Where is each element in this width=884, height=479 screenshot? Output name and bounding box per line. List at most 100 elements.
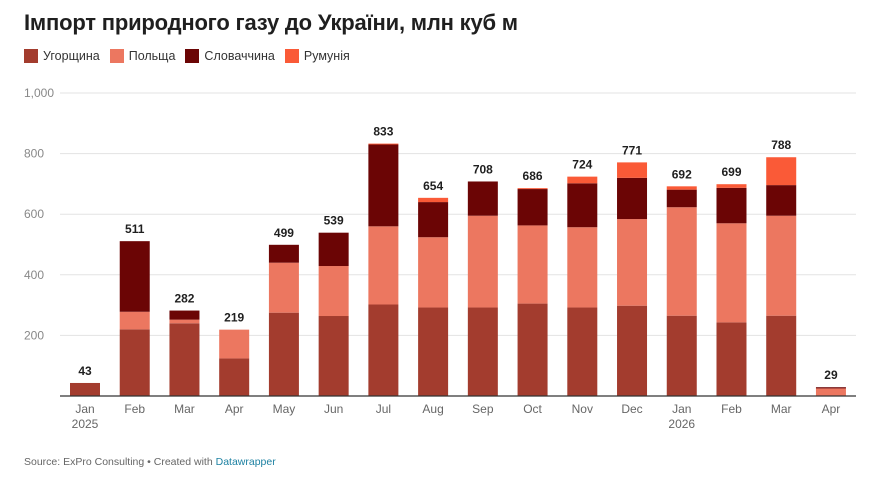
bar-segment <box>268 262 299 313</box>
y-tick-label: 400 <box>24 268 44 282</box>
bar-segment <box>418 197 449 203</box>
x-tick-label: Aug <box>422 402 443 416</box>
bar-segment <box>418 237 449 308</box>
bar-segment <box>766 157 797 186</box>
legend-item-3: Румунія <box>284 49 350 63</box>
x-tick-label: 2025 <box>72 417 99 431</box>
total-label: 686 <box>523 169 543 183</box>
legend-swatch <box>284 49 299 63</box>
bar-segment <box>467 215 498 308</box>
x-tick-label: Apr <box>822 402 841 416</box>
x-tick-label: Jul <box>376 402 391 416</box>
x-tick-label: Mar <box>771 402 792 416</box>
total-label: 29 <box>824 368 838 382</box>
chart-title: Імпорт природного газу до України, млн к… <box>24 10 518 35</box>
bar-segment <box>567 176 598 184</box>
bar-segment <box>815 387 846 389</box>
bar-segment <box>716 322 747 396</box>
bar-segment <box>716 187 747 224</box>
total-label: 43 <box>78 364 92 378</box>
total-label: 692 <box>672 167 692 181</box>
legend-swatch <box>109 49 124 63</box>
x-tick-label: Feb <box>124 402 145 416</box>
total-label: 511 <box>125 222 145 236</box>
legend-label: Румунія <box>303 49 350 63</box>
y-tick-label: 1,000 <box>24 86 54 100</box>
bar-segment <box>517 303 548 396</box>
x-tick-label: Oct <box>523 402 542 416</box>
bar-segment <box>169 310 200 320</box>
x-tick-label: Jun <box>324 402 343 416</box>
y-tick-label: 200 <box>24 328 44 342</box>
bar-segment <box>467 307 498 396</box>
bar-segment <box>368 144 399 227</box>
total-label: 539 <box>324 214 344 228</box>
x-tick-label: Dec <box>621 402 642 416</box>
legend-item-2: Словаччина <box>185 49 275 63</box>
bar-segment <box>815 388 846 396</box>
legend-swatch <box>185 49 200 63</box>
bar-segment <box>70 382 100 396</box>
bar-segment <box>119 311 150 330</box>
legend-swatch <box>24 49 38 63</box>
bar-segment <box>567 227 598 308</box>
bar-segment <box>467 181 498 216</box>
total-label: 833 <box>373 125 393 139</box>
legend-label: Угорщина <box>43 49 100 63</box>
bar-segment <box>169 323 200 396</box>
bar-segment <box>418 307 449 396</box>
x-tick-label: Apr <box>225 402 244 416</box>
bar-segment <box>318 316 349 396</box>
bar-segment <box>318 266 349 317</box>
bar-segment <box>716 223 747 323</box>
x-tick-label: May <box>273 402 296 416</box>
bar-segment <box>666 315 697 396</box>
bar-segment <box>119 329 150 396</box>
x-tick-label: 2026 <box>668 417 695 431</box>
total-label: 699 <box>721 165 741 179</box>
bar-segment <box>567 183 598 228</box>
x-tick-label: Sep <box>472 402 494 416</box>
bar-segment <box>219 329 250 359</box>
datawrapper-link[interactable]: Datawrapper <box>215 456 276 468</box>
total-label: 499 <box>274 226 294 240</box>
source-text: Source: ExPro Consulting • Created with <box>24 456 216 468</box>
bar-segment <box>517 189 548 226</box>
x-tick-label: Jan <box>672 402 691 416</box>
legend-label: Словаччина <box>204 49 275 63</box>
bar-segment <box>268 312 299 396</box>
bar-segment <box>318 232 349 267</box>
bar-segment <box>617 177 648 220</box>
bar-segment <box>766 185 797 216</box>
bar-segment <box>666 207 697 316</box>
bar-segment <box>268 244 299 263</box>
total-label: 788 <box>771 138 791 152</box>
y-tick-label: 600 <box>24 207 44 221</box>
bar-segment <box>219 358 250 396</box>
x-tick-label: Nov <box>572 402 593 416</box>
chart-svg: 2004006008001,00043Jan2025511Feb282Mar21… <box>24 86 856 431</box>
bar-segment <box>617 162 648 178</box>
total-label: 654 <box>423 179 443 193</box>
legend-item-1: Польща <box>109 49 176 63</box>
legend-label: Польща <box>128 49 176 63</box>
legend-item-0: Угорщина <box>24 49 100 63</box>
bar-segment <box>666 189 697 208</box>
y-tick-label: 800 <box>24 147 44 161</box>
bar-segment <box>517 188 548 190</box>
bar-segment <box>368 304 399 396</box>
x-tick-label: Mar <box>174 402 195 416</box>
bar-segment <box>617 305 648 396</box>
bar-segment <box>169 319 200 324</box>
bar-segment <box>119 241 150 312</box>
bar-segment <box>517 225 548 304</box>
total-label: 219 <box>224 311 244 325</box>
footer: Source: ExPro Consulting • Created with … <box>24 456 276 468</box>
total-label: 724 <box>572 158 592 172</box>
bar-segment <box>666 186 697 190</box>
total-label: 771 <box>622 143 642 157</box>
bar-segment <box>368 226 399 305</box>
bar-segment <box>766 215 797 316</box>
total-label: 708 <box>473 162 493 176</box>
bar-segment <box>716 184 747 188</box>
